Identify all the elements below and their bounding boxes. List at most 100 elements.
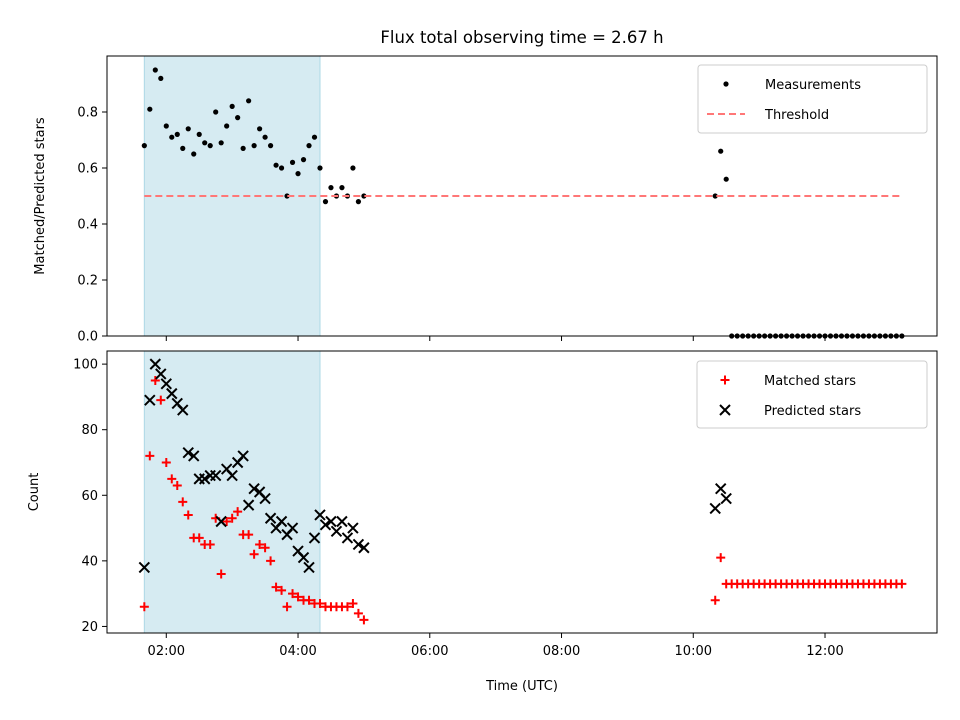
predicted-stars-point bbox=[237, 450, 249, 462]
bottom-panel: 02:00 04:00 06:00 08:00 10:00 12:00 20 40 60 80 10… bbox=[27, 350, 938, 659]
predicted-stars-point bbox=[719, 404, 731, 416]
matched-stars-point bbox=[359, 615, 369, 625]
measurement-point bbox=[251, 143, 257, 149]
measurement-point bbox=[152, 67, 158, 73]
bottom-y-tick-label: 40 bbox=[81, 554, 98, 569]
matched-stars-point bbox=[277, 585, 287, 595]
predicted-stars-point bbox=[155, 368, 167, 380]
matched-stars-point bbox=[720, 375, 730, 385]
predicted-stars-point bbox=[264, 512, 277, 524]
legend-item-predicted-stars: Predicted stars bbox=[719, 404, 861, 419]
predicted-stars-point bbox=[275, 515, 288, 528]
measurement-point bbox=[163, 123, 169, 129]
predicted-stars-point bbox=[182, 446, 194, 459]
measurement-point bbox=[218, 140, 224, 146]
measurement-point bbox=[712, 193, 718, 199]
matched-stars-point bbox=[716, 553, 726, 563]
matched-stars-point bbox=[342, 602, 352, 612]
legend-item-matched-stars: Matched stars bbox=[720, 374, 856, 389]
predicted-stars-point bbox=[325, 515, 337, 528]
measurement-point bbox=[311, 134, 318, 140]
predicted-stars-point bbox=[248, 483, 260, 495]
predicted-stars-point bbox=[352, 538, 365, 551]
measurement-point bbox=[180, 145, 186, 151]
matched-stars-point bbox=[266, 556, 276, 566]
measurement-point bbox=[350, 165, 356, 171]
observing-window-shade bbox=[143, 350, 321, 634]
predicted-stars-point bbox=[209, 469, 222, 482]
bottom-y-tick-label: 80 bbox=[81, 423, 98, 438]
bottom-y-tick-label: 60 bbox=[81, 489, 98, 504]
predicted-stars-point bbox=[314, 509, 326, 521]
top-y-tick-label: 0.4 bbox=[77, 218, 98, 233]
measurement-point bbox=[339, 185, 345, 191]
measurement-point bbox=[278, 165, 285, 171]
matched-stars-point bbox=[145, 451, 155, 461]
top-y-tick-label: 0.8 bbox=[77, 106, 98, 121]
legend-item-threshold: Threshold bbox=[707, 108, 829, 123]
measurement-point bbox=[229, 103, 235, 109]
matched-stars-point bbox=[156, 395, 166, 405]
matched-stars-point bbox=[315, 598, 325, 608]
legend-box bbox=[696, 360, 928, 429]
x-tick-label: 08:00 bbox=[543, 644, 580, 659]
matched-stars-point bbox=[282, 602, 292, 612]
measurement-point bbox=[718, 148, 724, 154]
measurement-point bbox=[158, 75, 164, 81]
measurement-point bbox=[213, 109, 219, 115]
measurement-point bbox=[240, 145, 246, 151]
x-tick-label: 02:00 bbox=[148, 644, 185, 659]
measurement-point bbox=[273, 162, 279, 168]
measurement-point bbox=[185, 126, 191, 132]
matched-stars-point bbox=[167, 474, 177, 484]
measurement-point bbox=[141, 143, 147, 149]
predicted-stars-point bbox=[330, 525, 343, 538]
measurement-point bbox=[262, 134, 268, 140]
matched-stars-point bbox=[194, 533, 204, 543]
measurement-point bbox=[235, 115, 241, 121]
measurement-point bbox=[723, 81, 729, 87]
predicted-stars-point bbox=[358, 542, 370, 554]
top-y-tick-label: 0.0 bbox=[77, 330, 98, 345]
legend-label: Measurements bbox=[765, 78, 861, 93]
measurement-point bbox=[322, 199, 329, 205]
matched-stars-point bbox=[271, 582, 281, 592]
matched-stars-point bbox=[216, 569, 226, 579]
top-panel: 0.00.20.40.60.8 Matched/Predicted stars … bbox=[33, 55, 938, 345]
matched-stars-point bbox=[178, 497, 188, 507]
measurement-point bbox=[306, 143, 312, 149]
matched-stars-point bbox=[233, 507, 243, 517]
bottom-y-axis-label: Count bbox=[27, 473, 42, 512]
matched-stars-point bbox=[353, 608, 363, 618]
predicted-stars-point bbox=[199, 473, 211, 485]
legend-label: Predicted stars bbox=[764, 404, 861, 419]
measurement-point bbox=[207, 143, 213, 149]
measurement-point bbox=[355, 199, 362, 205]
measurement-point bbox=[196, 131, 202, 137]
predicted-stars-point bbox=[215, 515, 227, 528]
bottom-y-tick-label: 20 bbox=[81, 620, 98, 635]
predicted-stars-point bbox=[286, 522, 299, 534]
legend-box bbox=[697, 64, 928, 134]
top-y-tick-label: 0.2 bbox=[77, 274, 98, 289]
predicted-stars-point bbox=[347, 522, 359, 534]
predicted-stars-point bbox=[177, 404, 189, 416]
x-tick-label: 06:00 bbox=[411, 644, 448, 659]
predicted-stars-point bbox=[319, 519, 332, 531]
measurement-point bbox=[246, 98, 252, 104]
predicted-stars-point bbox=[226, 469, 238, 482]
x-tick-label: 10:00 bbox=[675, 644, 712, 659]
matched-stars-point bbox=[139, 602, 149, 612]
matched-stars-point bbox=[161, 457, 171, 467]
predicted-stars-point bbox=[160, 378, 172, 390]
measurement-point bbox=[328, 185, 334, 191]
top-y-tick-label: 0.6 bbox=[77, 162, 98, 177]
measurement-point bbox=[169, 134, 175, 140]
matched-stars-point bbox=[304, 595, 314, 605]
predicted-stars-point bbox=[709, 502, 721, 515]
measurement-point bbox=[289, 159, 296, 165]
measurement-point bbox=[174, 131, 180, 137]
predicted-stars-point bbox=[297, 551, 310, 564]
predicted-stars-point bbox=[149, 358, 162, 370]
measurement-point bbox=[361, 193, 367, 199]
